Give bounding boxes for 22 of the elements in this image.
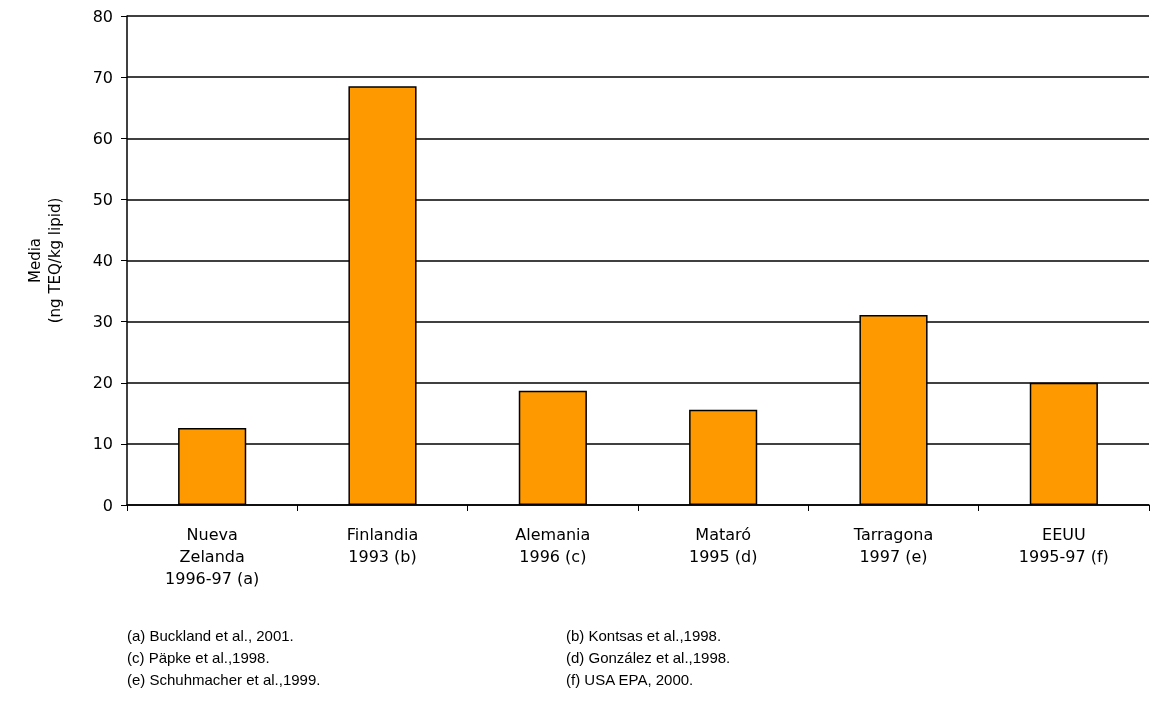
x-tick-label: Mataró 1995 (d) (688, 524, 758, 566)
x-tick-label: Finlandia 1993 (b) (346, 524, 419, 566)
x-tick-label: Alemania 1996 (c) (515, 524, 591, 566)
y-tick-label: 70 (92, 67, 113, 87)
text: (b) Kontsas et al.,1998. (566, 627, 722, 644)
y-tick-label: 40 (92, 251, 113, 270)
y-tick-label: 80 (92, 6, 113, 26)
text: (f) USA EPA, 2000. (566, 671, 694, 688)
y-tick-label: 60 (92, 128, 113, 148)
text: (a) Buckland et al., 2001. (127, 627, 294, 644)
y-tick-label: 50 (92, 189, 113, 209)
text: (c) Päpke et al.,1998. (127, 649, 270, 666)
y-tick-label: 30 (92, 312, 113, 332)
text: (d) González et al.,1998. (566, 649, 731, 666)
x-tick-label: EEUU 1995-97 (f) (1018, 524, 1109, 566)
text: (e) Schuhmacher et al.,1999. (127, 671, 321, 688)
y-tick-label: 20 (92, 373, 113, 393)
y-axis-title: Media (ng TEQ/kg lipid) (26, 197, 64, 324)
x-tick-label: Nueva Zelanda 1996-97 (a) (165, 524, 260, 588)
x-tick-label: Tarragona 1997 (e) (852, 524, 934, 566)
y-tick-label: 10 (92, 434, 113, 454)
y-tick-label: 0 (102, 495, 113, 515)
